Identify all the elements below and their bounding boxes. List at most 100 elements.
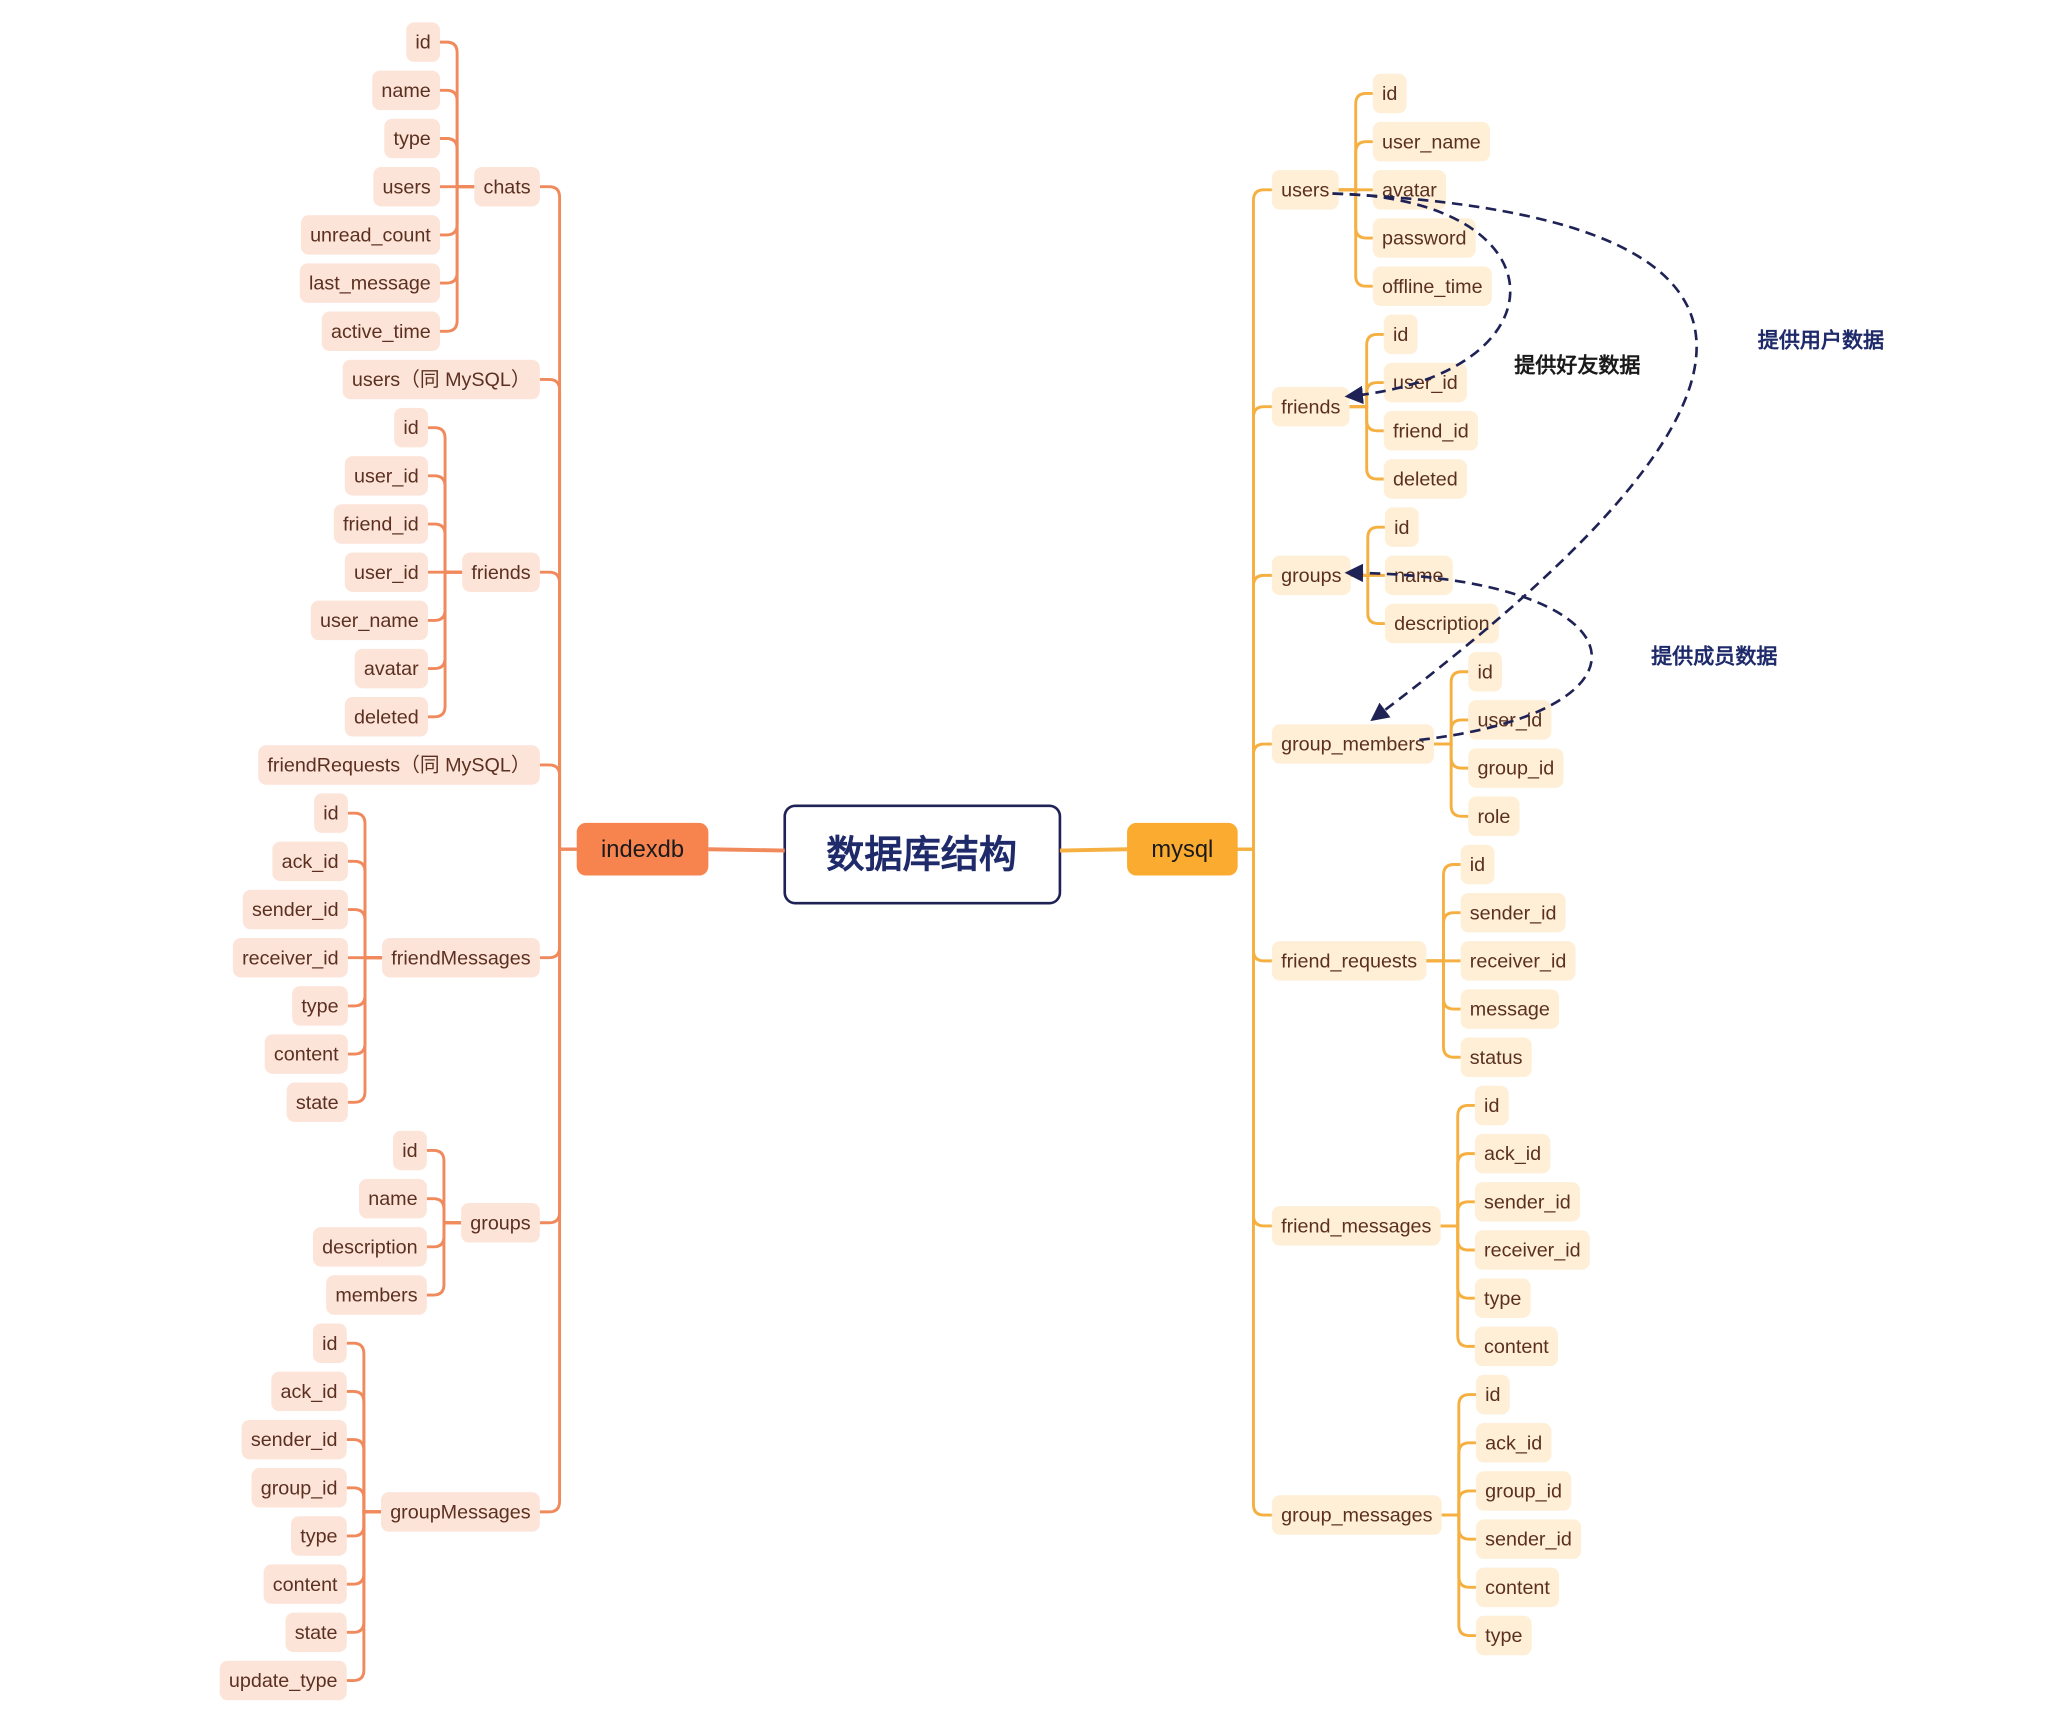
- left-table-4-field-label: sender_id: [252, 899, 339, 921]
- right-table-6-field-label: group_id: [1485, 1481, 1562, 1503]
- right-table-5-field[interactable]: content: [1474, 1326, 1559, 1367]
- left-table-2-field[interactable]: user_id: [344, 552, 428, 592]
- left-table-2-field[interactable]: id: [394, 407, 428, 448]
- left-table-3[interactable]: friendRequests（同 MySQL）: [258, 745, 540, 785]
- left-table-2-field[interactable]: user_id: [344, 456, 428, 496]
- connector-right-3: [1237, 742, 1272, 851]
- left-table-2-field[interactable]: deleted: [344, 697, 428, 737]
- right-table-1-field[interactable]: deleted: [1383, 459, 1467, 499]
- left-table-6[interactable]: groupMessages: [380, 1492, 540, 1532]
- right-table-2-field[interactable]: id: [1384, 507, 1419, 547]
- right-table-2-label: groups: [1281, 565, 1341, 587]
- left-table-0-field[interactable]: type: [384, 118, 441, 159]
- left-table-5-field[interactable]: members: [326, 1275, 427, 1315]
- right-table-5-field[interactable]: type: [1474, 1278, 1531, 1318]
- connector-center-indexdb: [708, 847, 785, 853]
- right-table-5-field[interactable]: receiver_id: [1474, 1230, 1590, 1270]
- left-table-4-field[interactable]: sender_id: [242, 889, 348, 930]
- right-table-5-field[interactable]: ack_id: [1474, 1133, 1551, 1174]
- right-table-3-field[interactable]: group_id: [1468, 748, 1564, 788]
- left-table-0-field[interactable]: id: [406, 22, 441, 62]
- right-table-6-field[interactable]: content: [1475, 1567, 1560, 1608]
- left-table-4-field[interactable]: type: [292, 986, 348, 1026]
- left-table-5-field[interactable]: id: [393, 1130, 427, 1171]
- right-table-6-field[interactable]: type: [1475, 1615, 1532, 1656]
- right-table-6-field[interactable]: id: [1475, 1374, 1510, 1415]
- right-table-2-field[interactable]: description: [1384, 603, 1499, 644]
- right-table-4-field[interactable]: receiver_id: [1460, 941, 1576, 981]
- right-table-0-field[interactable]: offline_time: [1372, 266, 1492, 306]
- left-table-5[interactable]: groups: [461, 1203, 540, 1243]
- left-table-0[interactable]: chats: [474, 166, 540, 207]
- left-table-0-field[interactable]: last_message: [299, 263, 441, 303]
- connector-left-2-1: [427, 474, 463, 574]
- right-table-1-field[interactable]: id: [1383, 314, 1418, 355]
- right-table-0-field[interactable]: id: [1372, 73, 1407, 114]
- left-table-6-field[interactable]: type: [291, 1516, 347, 1556]
- connector-right-6: [1237, 847, 1272, 1517]
- right-table-5-field[interactable]: sender_id: [1474, 1182, 1580, 1222]
- right-table-3[interactable]: group_members: [1271, 724, 1435, 764]
- connector-right-4-0: [1426, 863, 1461, 963]
- left-table-0-field[interactable]: name: [372, 70, 441, 111]
- right-table-1-field[interactable]: friend_id: [1383, 411, 1478, 451]
- left-table-2-field-label: user_id: [354, 465, 419, 487]
- left-table-6-field[interactable]: state: [285, 1612, 347, 1653]
- left-table-6-field[interactable]: sender_id: [241, 1419, 347, 1460]
- right-table-3-field[interactable]: user_id: [1468, 700, 1552, 740]
- left-table-5-field[interactable]: description: [312, 1227, 427, 1267]
- right-table-6-field[interactable]: ack_id: [1475, 1423, 1552, 1463]
- right-table-6-field[interactable]: sender_id: [1475, 1519, 1582, 1559]
- right-table-5-field-label: ack_id: [1484, 1143, 1541, 1165]
- left-table-5-field[interactable]: name: [359, 1178, 427, 1219]
- right-table-1[interactable]: friends: [1271, 386, 1350, 427]
- left-table-4-field[interactable]: ack_id: [272, 841, 348, 882]
- right-table-3-field[interactable]: role: [1468, 796, 1520, 837]
- right-table-5[interactable]: friend_messages: [1271, 1206, 1441, 1246]
- left-table-1[interactable]: users（同 MySQL）: [342, 359, 540, 400]
- connector-right-1-0: [1349, 332, 1384, 409]
- right-table-2[interactable]: groups: [1271, 555, 1351, 596]
- right-table-5-field[interactable]: id: [1474, 1085, 1509, 1126]
- right-table-4[interactable]: friend_requests: [1271, 941, 1427, 981]
- left-table-6-field-label: sender_id: [251, 1429, 338, 1451]
- left-table-0-field[interactable]: active_time: [321, 311, 441, 352]
- left-table-6-field[interactable]: update_type: [219, 1660, 347, 1701]
- right-table-4-field[interactable]: id: [1460, 844, 1495, 885]
- right-table-0[interactable]: users: [1271, 170, 1339, 210]
- right-table-0-field-label: id: [1382, 83, 1397, 105]
- left-table-6-field[interactable]: ack_id: [271, 1371, 347, 1412]
- right-table-0-field[interactable]: user_name: [1372, 121, 1490, 162]
- right-table-1-field[interactable]: user_id: [1383, 362, 1467, 403]
- left-table-0-field[interactable]: unread_count: [300, 215, 441, 255]
- left-table-2-field[interactable]: user_name: [310, 600, 428, 641]
- left-table-2-field[interactable]: friend_id: [333, 504, 428, 544]
- left-table-6-field[interactable]: content: [263, 1564, 347, 1604]
- root-mysql[interactable]: mysql: [1127, 822, 1238, 876]
- right-table-3-field-label: role: [1477, 806, 1510, 828]
- right-table-6-field[interactable]: group_id: [1475, 1471, 1572, 1511]
- relation-arrow-2: [1344, 563, 1594, 742]
- left-table-6-field[interactable]: id: [312, 1323, 347, 1363]
- root-indexdb[interactable]: indexdb: [576, 822, 709, 876]
- right-table-4-field-label: status: [1470, 1047, 1523, 1069]
- right-table-4-field[interactable]: message: [1460, 989, 1560, 1029]
- left-table-2[interactable]: friends: [462, 552, 540, 592]
- right-table-6[interactable]: group_messages: [1271, 1495, 1442, 1535]
- right-table-3-field[interactable]: id: [1468, 651, 1503, 692]
- left-table-4[interactable]: friendMessages: [382, 937, 540, 978]
- left-table-0-field[interactable]: users: [373, 166, 441, 207]
- right-table-2-field[interactable]: name: [1384, 555, 1453, 596]
- right-table-1-field-label: friend_id: [1393, 420, 1469, 442]
- left-table-2-field[interactable]: avatar: [354, 648, 428, 689]
- left-table-4-field[interactable]: id: [314, 793, 348, 833]
- connector-left-0-1: [440, 88, 475, 189]
- left-table-6-field[interactable]: group_id: [251, 1468, 347, 1508]
- right-table-4-field[interactable]: sender_id: [1460, 892, 1566, 933]
- right-table-0-field[interactable]: password: [1372, 218, 1476, 258]
- center-node[interactable]: 数据库结构: [783, 804, 1062, 905]
- right-table-4-field[interactable]: status: [1460, 1037, 1532, 1078]
- left-table-4-field[interactable]: receiver_id: [232, 937, 348, 978]
- left-table-4-field[interactable]: state: [286, 1082, 348, 1123]
- left-table-4-field[interactable]: content: [264, 1034, 348, 1074]
